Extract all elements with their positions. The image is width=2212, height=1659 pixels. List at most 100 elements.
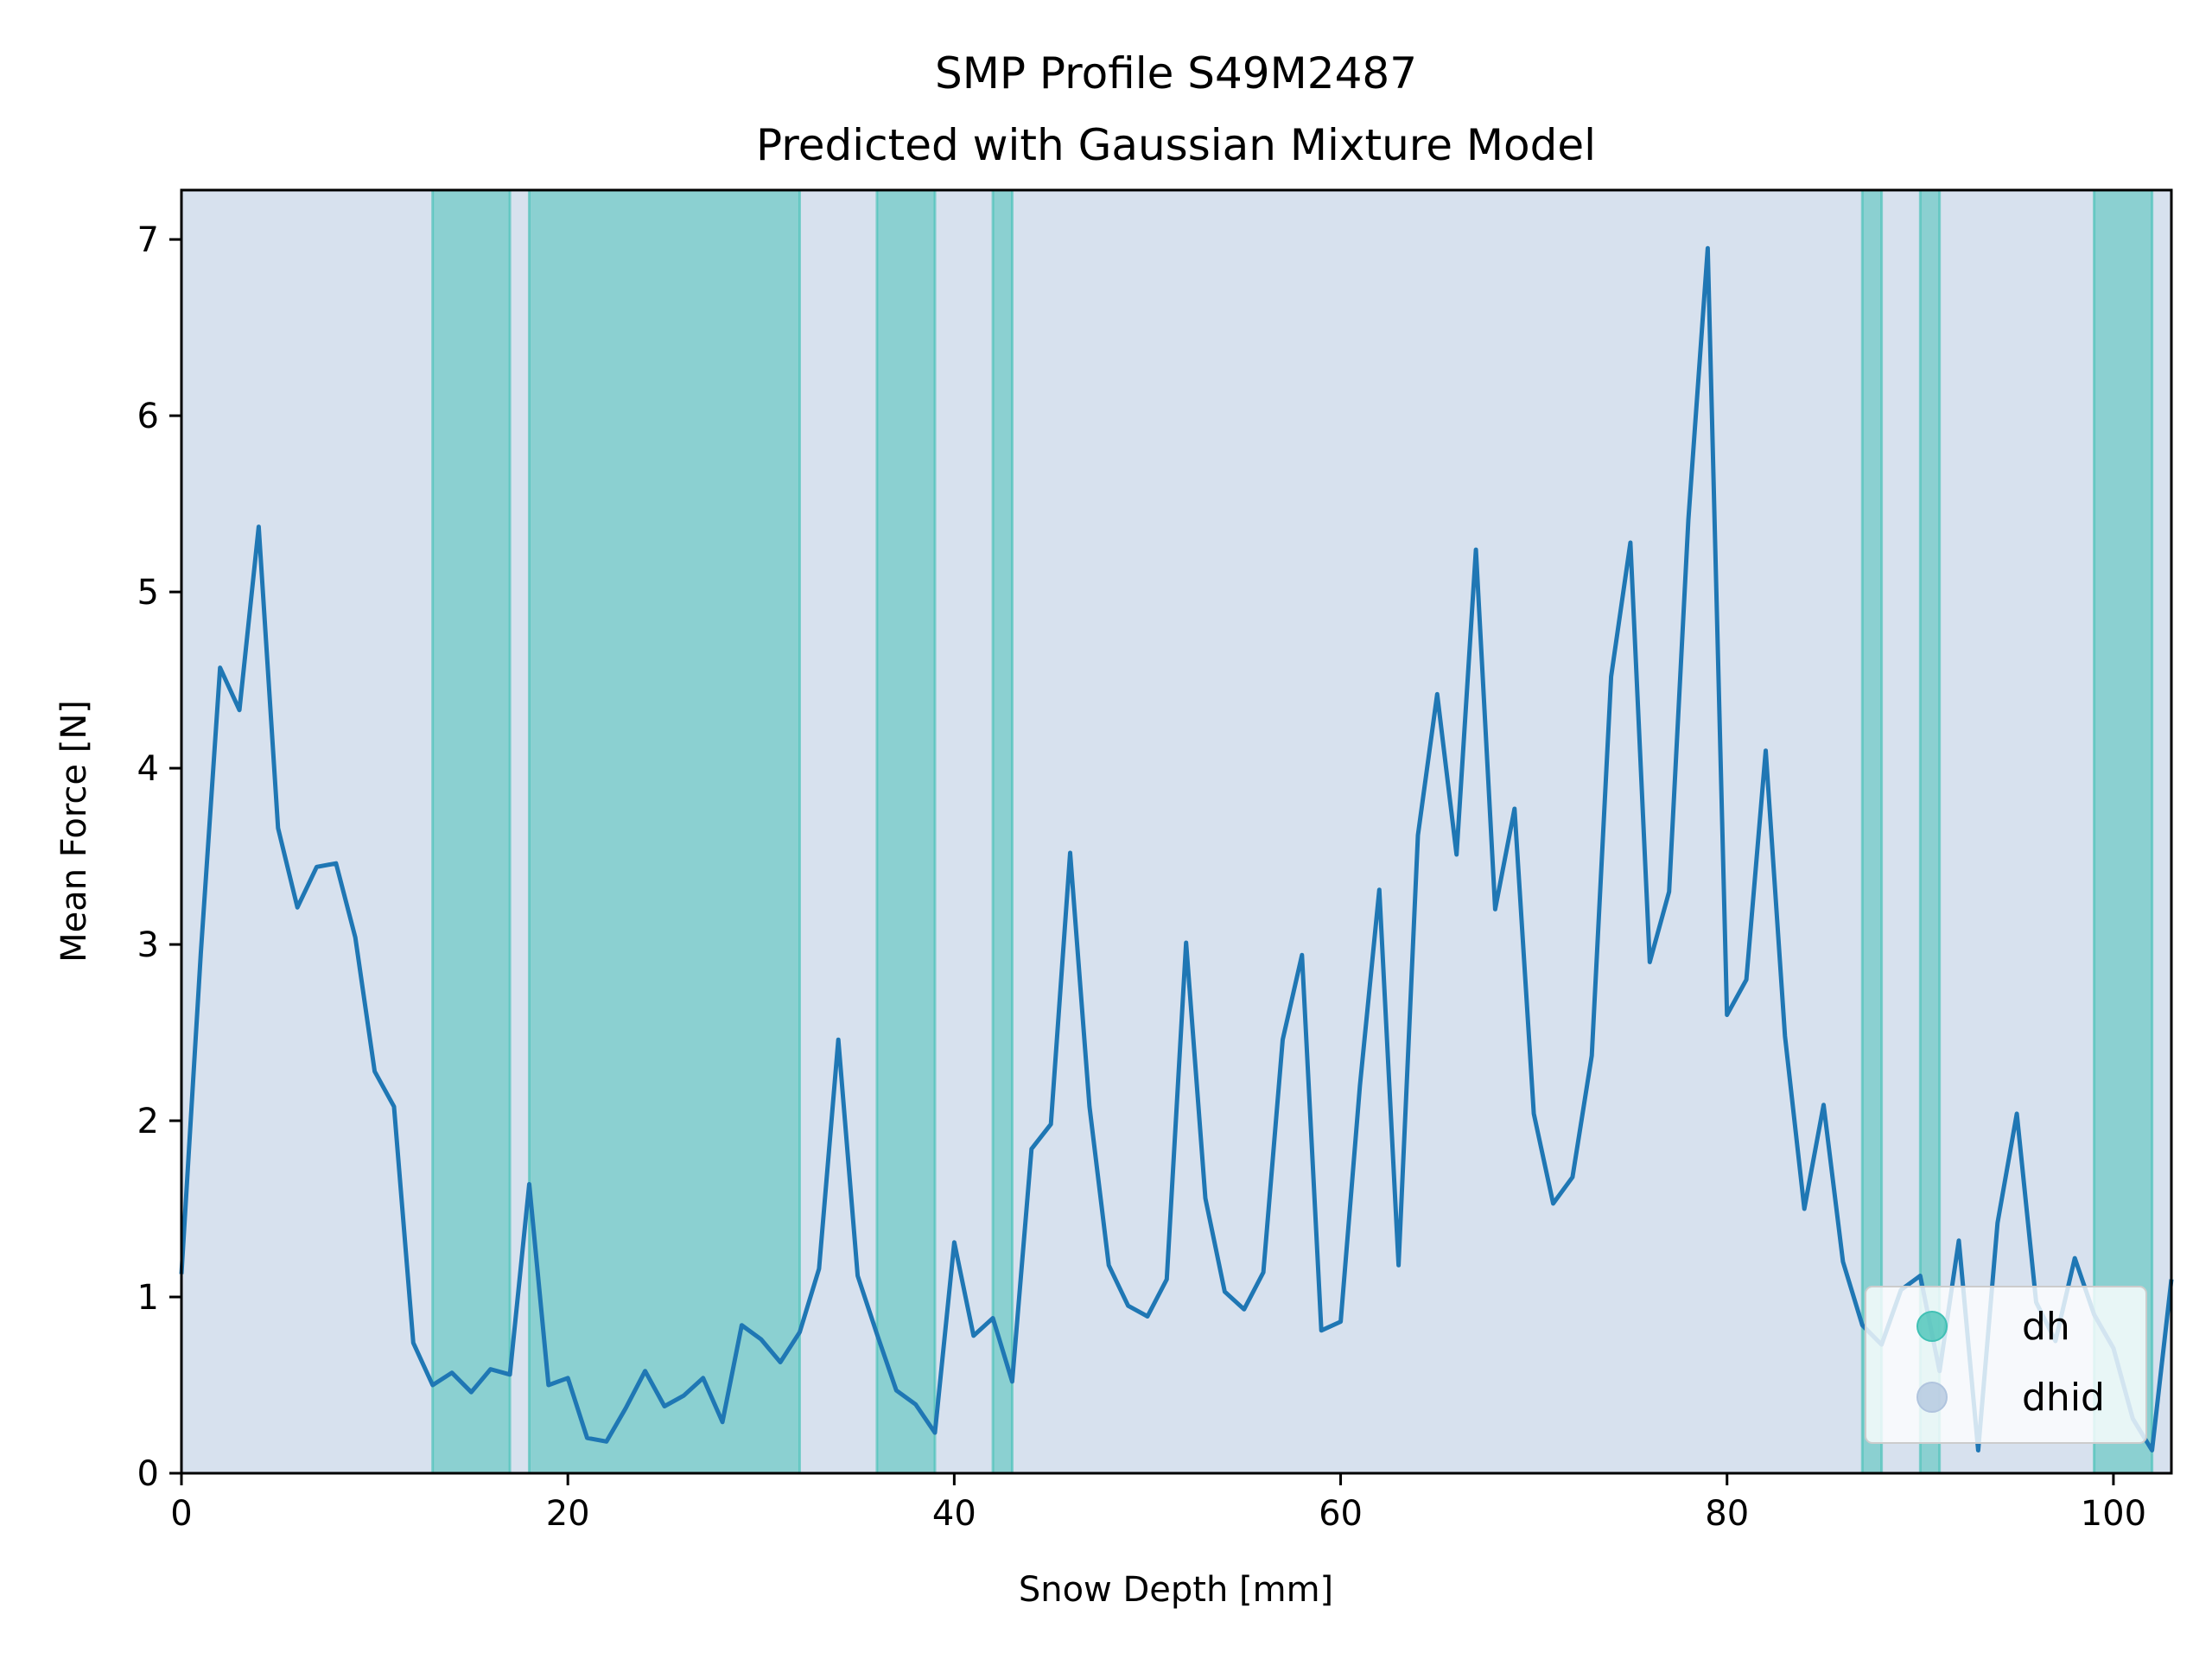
data-point	[1746, 979, 1747, 980]
data-point	[1688, 519, 1689, 520]
data-point	[1534, 1113, 1535, 1114]
data-point	[1012, 1381, 1013, 1382]
data-point	[1089, 1106, 1090, 1107]
data-point	[432, 1385, 433, 1386]
data-point	[1804, 1209, 1805, 1210]
data-point	[1340, 1321, 1341, 1322]
data-point	[1726, 1014, 1727, 1015]
data-point	[1263, 1272, 1264, 1273]
data-point	[876, 1333, 877, 1334]
data-point	[1823, 1104, 1824, 1105]
data-point	[954, 1242, 955, 1243]
data-point	[297, 907, 298, 908]
data-point	[1997, 1223, 1998, 1224]
x-tick-label: 40	[932, 1494, 976, 1534]
data-point	[219, 667, 220, 668]
data-point	[587, 1438, 588, 1439]
y-tick-label: 5	[137, 573, 159, 613]
data-point	[1437, 694, 1438, 695]
x-tick-label: 80	[1705, 1494, 1749, 1534]
data-point	[896, 1390, 897, 1391]
class-segments	[431, 188, 2154, 1475]
data-point	[1379, 889, 1380, 890]
data-point	[838, 1039, 839, 1040]
y-tick-label: 4	[137, 749, 159, 789]
data-point	[355, 937, 356, 938]
data-point	[857, 1275, 858, 1276]
data-point	[683, 1395, 684, 1396]
data-point	[702, 1377, 703, 1378]
data-point	[2017, 1113, 2018, 1114]
data-point	[760, 1338, 761, 1339]
data-point	[915, 1404, 916, 1405]
y-tick-label: 2	[137, 1102, 159, 1141]
data-point	[780, 1362, 781, 1363]
data-point	[452, 1372, 453, 1373]
data-point	[393, 1106, 394, 1107]
force-line	[179, 245, 2174, 1452]
y-axis-label: Mean Force [N]	[54, 700, 94, 963]
y-tick-label: 6	[137, 397, 159, 436]
chart-title: SMP Profile S49M2487	[935, 48, 1417, 99]
data-point	[335, 863, 336, 864]
data-point	[568, 1377, 569, 1378]
x-tick-label: 0	[170, 1494, 192, 1534]
segment-dh	[1860, 188, 1884, 1475]
data-point	[510, 1374, 511, 1375]
segment-dh	[527, 188, 801, 1475]
data-point	[1301, 955, 1302, 956]
data-point	[1070, 852, 1071, 853]
data-point	[606, 1441, 607, 1442]
x-tick-label: 60	[1319, 1494, 1363, 1534]
y-tick-label: 0	[137, 1454, 159, 1494]
data-point	[200, 953, 201, 954]
data-point	[1398, 1265, 1399, 1266]
data-point	[1553, 1203, 1554, 1204]
x-axis: 0 20 40 60 80 100	[170, 1473, 2146, 1534]
data-point	[1572, 1177, 1573, 1178]
data-point	[1707, 248, 1708, 249]
legend-marker-dh	[1916, 1311, 1948, 1342]
data-point	[1243, 1309, 1244, 1310]
data-point	[1166, 1279, 1167, 1280]
data-point	[529, 1184, 530, 1185]
data-point	[277, 828, 278, 829]
data-point	[1051, 1124, 1052, 1125]
data-point	[1417, 835, 1418, 836]
y-tick-label: 3	[137, 925, 159, 965]
data-point	[471, 1392, 472, 1393]
data-point	[258, 526, 259, 527]
data-point	[413, 1343, 414, 1344]
x-tick-label: 20	[546, 1494, 590, 1534]
data-point	[973, 1335, 974, 1336]
data-point	[1920, 1275, 1921, 1276]
series-line	[179, 245, 2174, 1452]
legend-label-dhid: dhid	[2022, 1376, 2105, 1420]
data-point	[316, 867, 317, 868]
data-point	[239, 709, 240, 710]
segment-dh	[875, 188, 937, 1475]
data-point	[1185, 943, 1186, 944]
x-axis-label: Snow Depth [mm]	[1019, 1570, 1333, 1610]
plot-area	[181, 190, 2171, 1473]
segment-dh	[2093, 188, 2154, 1475]
data-point	[1224, 1291, 1225, 1292]
data-point	[1765, 750, 1766, 751]
data-point	[1649, 962, 1650, 963]
x-tick-label: 100	[2081, 1494, 2146, 1534]
chart-subtitle: Predicted with Gaussian Mixture Model	[756, 120, 1596, 170]
plot-frame	[180, 188, 2173, 1475]
data-point	[1959, 1240, 1960, 1241]
data-point	[1321, 1330, 1322, 1331]
legend: dh dhid	[1865, 1286, 2147, 1444]
legend-label-dh: dh	[2022, 1305, 2070, 1349]
legend-marker-dhid	[1916, 1382, 1948, 1413]
segment-dh	[991, 188, 1014, 1475]
data-point	[1495, 909, 1496, 910]
data-point	[722, 1421, 723, 1422]
data-point	[993, 1318, 994, 1319]
data-point	[818, 1268, 819, 1269]
data-point	[1978, 1450, 1979, 1451]
data-point	[1282, 1039, 1283, 1040]
